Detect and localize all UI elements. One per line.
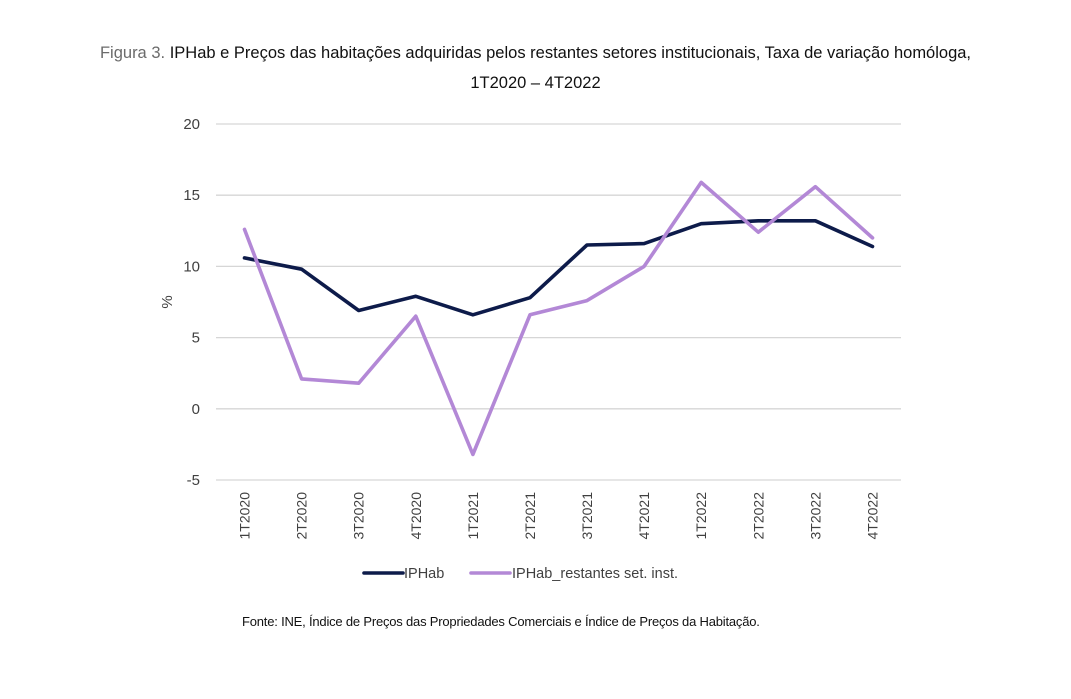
y-tick-label: 5	[192, 330, 200, 347]
legend: IPHab IPHab_restantes set. inst.	[362, 566, 678, 582]
y-tick-label: -5	[187, 472, 200, 489]
x-tick-label: 3T2022	[807, 492, 823, 540]
series-line-iphab	[242, 219, 875, 317]
figure-title-text: IPHab e Preços das habitações adquiridas…	[169, 44, 972, 62]
y-tick-label: 0	[192, 401, 200, 418]
x-tick-label: 4T2020	[408, 492, 424, 540]
x-tick-labels: 1T2020 2T2020 3T2020 4T2020 1T2021 2T2021 3T20…	[237, 492, 881, 540]
x-tick-label: 1T2021	[465, 492, 481, 540]
source-note: Fonte: INE, Índice de Preços das Proprie…	[242, 614, 760, 629]
figure-number: Figura 3.	[99, 44, 166, 62]
source-label: Fonte:	[242, 614, 278, 629]
chart-title: Figura 3. IPHab e Preços das habitações …	[0, 38, 1071, 98]
x-tick-label: 2T2020	[294, 492, 310, 540]
legend-label: IPHab_restantes set. inst.	[512, 566, 678, 582]
y-tick-label: 10	[183, 258, 200, 275]
y-axis-label: %	[159, 295, 176, 308]
y-tick-label: 20	[183, 116, 200, 133]
series-lines	[242, 180, 875, 457]
series-line-iphab-restantes	[242, 180, 875, 457]
legend-item: IPHab_restantes set. inst.	[469, 566, 678, 582]
x-tick-label: 1T2020	[237, 492, 253, 540]
figure-period: 1T2020 – 4T2022	[470, 74, 601, 92]
y-tick-label: 15	[183, 187, 200, 204]
x-tick-label: 4T2022	[864, 492, 880, 540]
x-tick-label: 1T2022	[693, 492, 709, 540]
source-text: INE, Índice de Preços das Propriedades C…	[281, 614, 760, 629]
y-tick-labels: 20 15 10 5 0 -5	[183, 116, 200, 489]
x-tick-label: 3T2020	[351, 492, 367, 540]
legend-item: IPHab	[362, 566, 444, 582]
x-tick-label: 2T2021	[522, 492, 538, 540]
legend-label: IPHab	[404, 566, 444, 582]
x-tick-label: 2T2022	[750, 492, 766, 540]
x-tick-label: 4T2021	[636, 492, 652, 540]
x-tick-label: 3T2021	[579, 492, 595, 540]
gridlines	[216, 123, 901, 481]
